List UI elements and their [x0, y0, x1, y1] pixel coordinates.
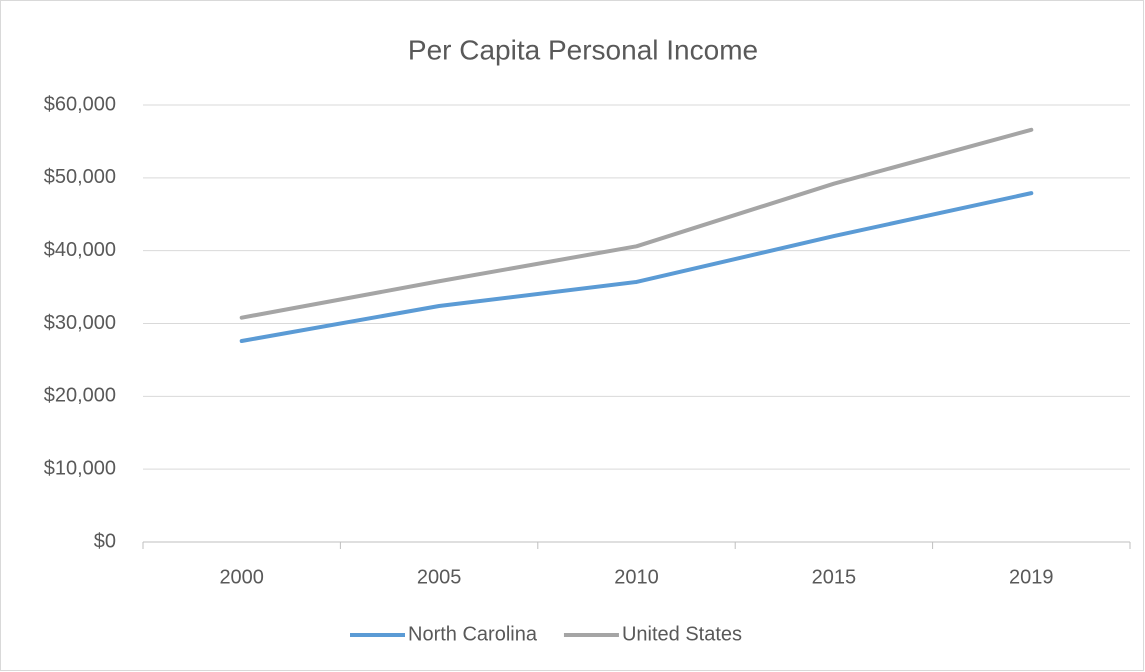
x-tick-label: 2015 — [812, 566, 857, 588]
x-tick-label: 2000 — [219, 566, 264, 588]
x-tick-label: 2010 — [614, 566, 659, 588]
y-tick-label: $0 — [94, 530, 116, 552]
legend-label: United States — [622, 623, 742, 645]
legend-label: North Carolina — [408, 623, 538, 645]
x-tick-label: 2019 — [1009, 566, 1054, 588]
y-tick-label: $10,000 — [44, 457, 116, 479]
y-tick-label: $30,000 — [44, 312, 116, 334]
y-tick-label: $40,000 — [44, 239, 116, 261]
y-tick-label: $20,000 — [44, 385, 116, 407]
y-tick-label: $60,000 — [44, 93, 116, 115]
y-tick-label: $50,000 — [44, 166, 116, 188]
series-line — [239, 191, 1034, 343]
series-line — [239, 127, 1034, 320]
x-tick-label: 2005 — [417, 566, 462, 588]
chart-title: Per Capita Personal Income — [408, 34, 758, 65]
